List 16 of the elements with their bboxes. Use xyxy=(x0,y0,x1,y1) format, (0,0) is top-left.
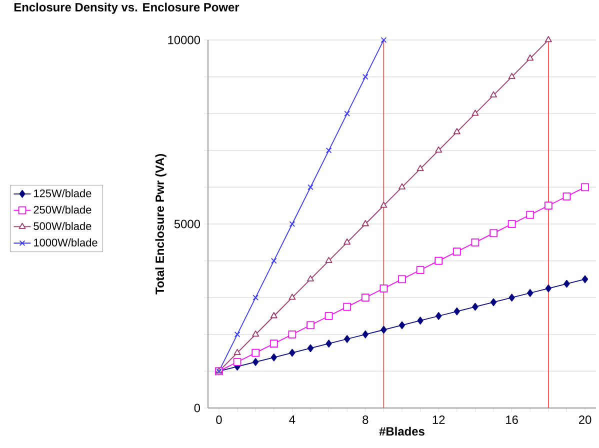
y-axis-title: Total Enclosure Pwr (VA) xyxy=(155,154,166,294)
legend-label: 500W/blade xyxy=(34,222,92,230)
x-axis-title: #Blades xyxy=(379,426,424,436)
x-tick-label: 16 xyxy=(506,416,518,424)
x-tick-label: 20 xyxy=(578,416,592,424)
x-tick-label: 12 xyxy=(432,416,445,424)
x-tick-label: 8 xyxy=(362,416,368,424)
y-tick-label: 0 xyxy=(194,404,200,412)
y-tick-label: 10000 xyxy=(168,36,200,44)
chart-title: Enclosure Density vs. Enclosure Power xyxy=(14,2,240,14)
legend-label: 125W/blade xyxy=(34,189,92,198)
legend-label: 1000W/blade xyxy=(34,238,98,246)
legend-label: 250W/blade xyxy=(34,206,92,214)
x-tick-label: 0 xyxy=(216,416,222,424)
x-tick-label: 4 xyxy=(289,416,296,424)
y-tick-label: 5000 xyxy=(174,220,200,228)
